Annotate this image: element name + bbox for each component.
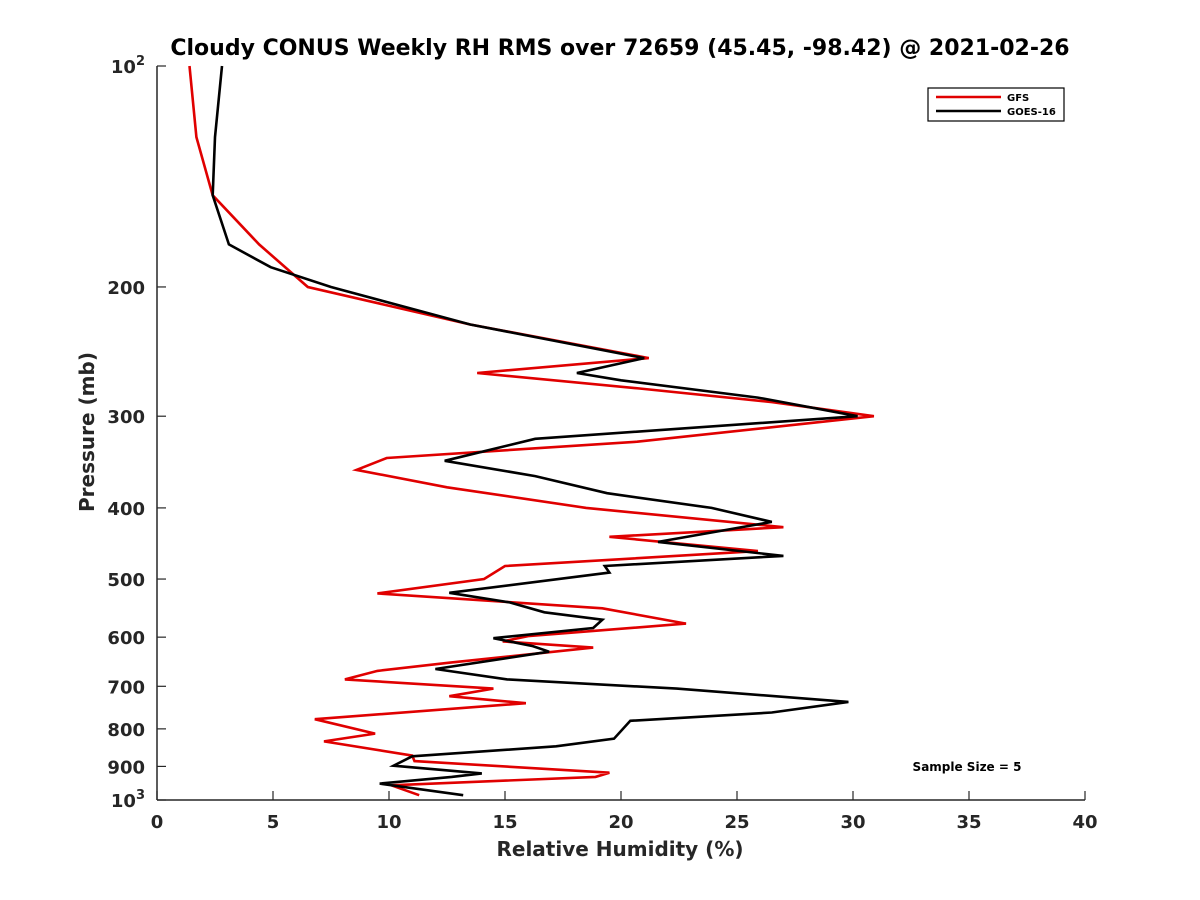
y-tick-label: 800: [107, 720, 145, 741]
y-tick-label: 102: [111, 54, 145, 78]
x-tick-label: 30: [840, 812, 865, 833]
y-tick-label: 200: [107, 278, 145, 299]
y-tick-label: 103: [111, 788, 145, 812]
plot-area: 0 5 10 15 20 25 30 35 40 102 200 300 400 500 600 700 800…: [107, 54, 1097, 833]
sample-size-annotation: Sample Size = 5: [913, 760, 1022, 774]
y-tick-label: 700: [107, 677, 145, 698]
series-line-goes-16: [211, 65, 858, 797]
y-tick-label: 400: [107, 499, 145, 520]
y-axis-label: Pressure (mb): [75, 352, 99, 512]
x-tick-label: 20: [608, 812, 633, 833]
x-tick-label: 35: [956, 812, 981, 833]
x-tick-label: 10: [376, 812, 401, 833]
series-line-gfs: [188, 65, 875, 797]
y-tick-label: 900: [107, 757, 145, 778]
x-axis-label: Relative Humidity (%): [496, 837, 743, 861]
legend-label-gfs: GFS: [1007, 93, 1029, 104]
x-tick-label: 5: [267, 812, 280, 833]
legend: GFS GOES-16: [927, 87, 1065, 122]
x-tick-label: 25: [724, 812, 749, 833]
x-tick-label: 40: [1072, 812, 1097, 833]
x-tick-label: 15: [492, 812, 517, 833]
chart-title: Cloudy CONUS Weekly RH RMS over 72659 (4…: [170, 36, 1069, 61]
legend-label-goes-16: GOES-16: [1007, 107, 1056, 118]
y-tick-label: 600: [107, 628, 145, 649]
y-tick-label: 300: [107, 407, 145, 428]
x-tick-label: 0: [151, 812, 164, 833]
y-tick-label: 500: [107, 570, 145, 591]
legend-box: [927, 87, 1065, 122]
